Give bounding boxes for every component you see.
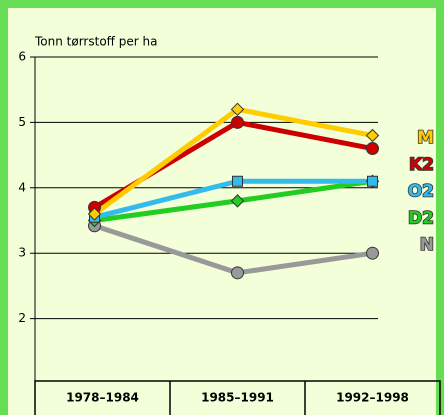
- x-tick-label: 1985–1991: [201, 391, 274, 405]
- marker: [87, 207, 102, 221]
- marker: [232, 175, 243, 187]
- y-tick-label: 2: [18, 311, 26, 325]
- marker: [365, 128, 380, 143]
- y-tick-label: 5: [18, 115, 26, 129]
- y-tick-label: 4: [18, 180, 26, 194]
- marker: [231, 115, 244, 129]
- marker: [230, 102, 245, 117]
- y-tick-label: 3: [18, 246, 26, 260]
- legend-label: O2: [408, 182, 434, 202]
- panel: [8, 8, 436, 415]
- marker: [367, 175, 378, 187]
- y-axis-label: Tonn tørrstoff per ha: [34, 35, 157, 49]
- x-tick-label: 1978–1984: [66, 391, 139, 405]
- legend-label: N: [420, 235, 434, 255]
- x-tick-label: 1992–1998: [336, 391, 409, 405]
- legend-label: K2: [409, 155, 434, 175]
- category-row: [34, 380, 441, 415]
- marker: [230, 194, 245, 208]
- marker: [366, 142, 379, 156]
- marker: [231, 266, 244, 280]
- marker: [366, 246, 379, 260]
- y-tick-label: 6: [18, 50, 26, 64]
- legend-label: D2: [408, 208, 434, 228]
- legend-label: M: [417, 128, 434, 148]
